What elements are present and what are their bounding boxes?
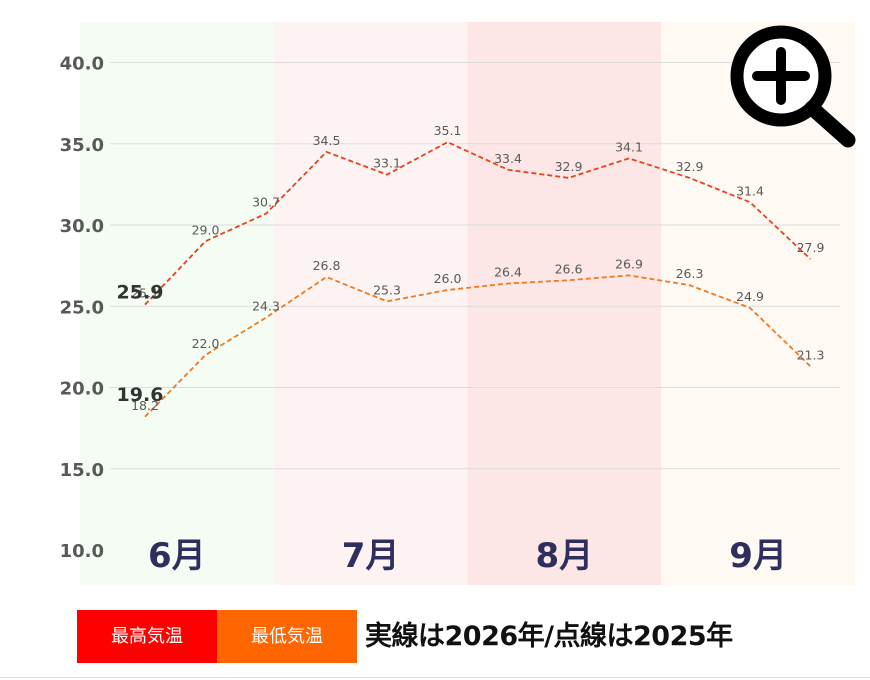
month-label: 9月 xyxy=(729,536,787,576)
data-label: 26.0 xyxy=(434,271,462,286)
month-band xyxy=(80,22,274,585)
data-label: 30.7 xyxy=(252,195,280,210)
y-tick-label: 25.0 xyxy=(60,297,104,318)
data-label: 27.9 xyxy=(797,240,825,255)
month-label: 7月 xyxy=(342,536,400,576)
data-label: 34.5 xyxy=(313,133,341,148)
month-labels: 6月 7月 8月 9月 xyxy=(148,536,787,576)
month-label: 8月 xyxy=(536,536,594,576)
line-style-note: 実線は2026年/点線は2025年 xyxy=(365,621,733,652)
zoom-in-icon[interactable] xyxy=(726,22,860,152)
month-band xyxy=(467,22,662,585)
data-label: 35.1 xyxy=(434,123,462,138)
y-tick-label: 10.0 xyxy=(60,541,104,562)
data-label: 24.3 xyxy=(252,299,280,314)
y-tick-label: 30.0 xyxy=(60,216,104,237)
divider xyxy=(0,677,870,678)
data-label: 25.3 xyxy=(373,282,401,297)
series-line-low_2025 xyxy=(144,274,812,418)
current-value-label: 19.6 xyxy=(117,384,164,406)
data-label: 24.9 xyxy=(736,289,764,304)
data-label: 26.8 xyxy=(313,258,341,273)
gridlines xyxy=(110,62,840,470)
legend-high-temp: 最高気温 xyxy=(77,610,217,663)
y-tick-label: 40.0 xyxy=(60,54,104,75)
data-label: 33.4 xyxy=(494,151,522,166)
data-label: 32.9 xyxy=(676,159,704,174)
month-band xyxy=(273,22,468,585)
data-label: 33.1 xyxy=(373,156,401,171)
data-label: 26.9 xyxy=(615,256,643,271)
current-value-labels: 25.9 19.6 xyxy=(117,282,164,406)
data-label: 26.4 xyxy=(494,265,522,280)
data-label: 32.9 xyxy=(555,159,583,174)
data-label: 21.3 xyxy=(797,347,825,362)
y-tick-label: 15.0 xyxy=(60,460,104,481)
data-label: 22.0 xyxy=(192,336,220,351)
y-tick-label: 20.0 xyxy=(60,379,104,400)
data-label: 31.4 xyxy=(736,183,764,198)
y-tick-label: 35.0 xyxy=(60,135,104,156)
data-labels: 25.1 29.0 30.7 34.5 33.1 35.1 33.4 32.9 34.1 32.9… xyxy=(131,123,824,413)
data-label: 26.6 xyxy=(555,261,583,276)
current-value-label: 25.9 xyxy=(117,282,164,304)
series-lines xyxy=(144,141,812,418)
legend-low-temp: 最低気温 xyxy=(217,610,357,663)
data-label: 29.0 xyxy=(192,222,220,237)
data-label: 34.1 xyxy=(615,139,643,154)
data-label: 26.3 xyxy=(676,266,704,281)
data-label: 25.1 xyxy=(131,286,159,301)
y-axis: 10.0 15.0 20.0 25.0 30.0 35.0 40.0 xyxy=(60,54,104,563)
data-label: 18.2 xyxy=(131,398,159,413)
month-label: 6月 xyxy=(148,536,206,576)
